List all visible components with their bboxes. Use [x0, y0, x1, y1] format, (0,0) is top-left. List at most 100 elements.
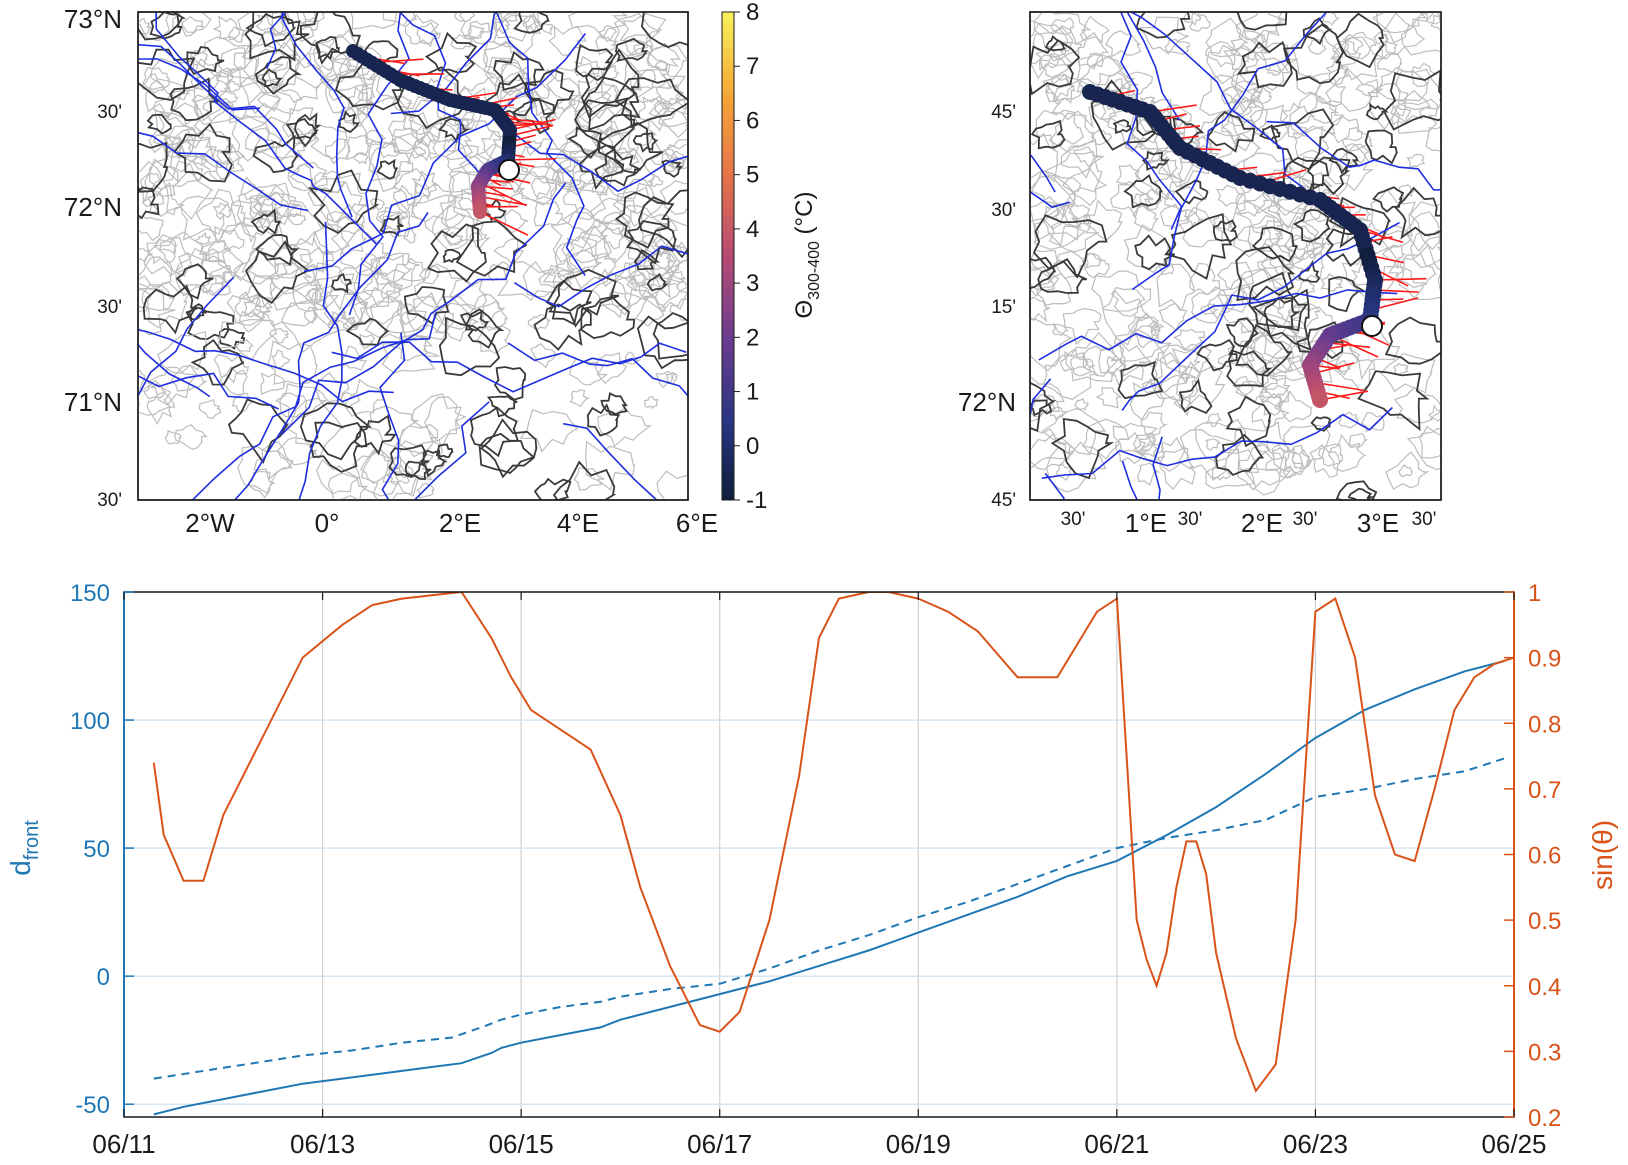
- contour-line: [1247, 214, 1284, 252]
- contour-line: [148, 143, 204, 190]
- contour-line: [315, 35, 340, 61]
- contour-line: [217, 318, 277, 361]
- contour-line: [455, 120, 502, 167]
- contour-line: [162, 135, 182, 155]
- contour-line: [659, 180, 688, 215]
- contour-line: [393, 184, 417, 212]
- contour-line: [281, 107, 316, 138]
- rlon-label-0-30: 30': [1061, 509, 1086, 530]
- contour-line: [1183, 12, 1202, 27]
- contour-line: [514, 165, 562, 206]
- contour-line: [1050, 417, 1115, 480]
- contour-line: [1217, 276, 1260, 313]
- chart-axes: 06/11 06/13 06/15 06/17 06/19 06/21 06/23 06/25…: [70, 580, 1561, 1159]
- contour-line: [491, 12, 539, 42]
- contour-line: [1236, 12, 1288, 31]
- lon-label-4e: 4°E: [557, 508, 599, 538]
- contour-line: [249, 202, 281, 228]
- contour-line: [1265, 447, 1303, 479]
- float-track: [155, 12, 378, 245]
- velocity-vector: [478, 195, 528, 206]
- contour-line: [195, 231, 212, 245]
- contour-line: [138, 186, 160, 220]
- contour-line: [519, 409, 579, 453]
- colorbar-tick-label: 7: [746, 53, 759, 80]
- contour-line: [1033, 12, 1092, 49]
- colorbar-tick-label: 3: [746, 270, 759, 297]
- contour-line: [612, 178, 666, 227]
- lon-label-2e: 2°E: [439, 508, 481, 538]
- contour-line: [552, 460, 617, 500]
- contour-line: [594, 148, 642, 187]
- contour-line: [238, 308, 268, 333]
- contour-line: [1140, 411, 1168, 436]
- contour-line: [1211, 213, 1232, 232]
- contour-line: [1228, 99, 1258, 121]
- contour-line: [1112, 119, 1132, 134]
- contour-line: [252, 41, 301, 90]
- contour-line: [462, 20, 495, 45]
- contour-line: [600, 54, 645, 103]
- left-tick-label: -50: [75, 1092, 110, 1119]
- contour-line: [152, 89, 200, 127]
- contour-line: [1280, 102, 1316, 126]
- contour-line: [632, 68, 687, 110]
- contour-line: [1333, 351, 1376, 393]
- time-series-chart: 06/11 06/13 06/15 06/17 06/19 06/21 06/23 06/25…: [5, 580, 1618, 1159]
- contour-line: [601, 211, 632, 236]
- contour-line: [1191, 286, 1229, 324]
- contour-line: [273, 54, 327, 104]
- contour-line: [380, 281, 403, 302]
- contour-line: [1334, 36, 1386, 81]
- contour-line: [575, 43, 614, 82]
- contour-line: [241, 275, 277, 308]
- contour-line: [399, 423, 439, 458]
- contour-line: [511, 98, 555, 135]
- contour-line: [1102, 289, 1150, 346]
- float-track: [138, 276, 235, 398]
- contour-line: [1327, 143, 1375, 192]
- map-left-trajectory: [346, 44, 556, 236]
- float-track: [1041, 406, 1393, 479]
- float-track: [303, 33, 587, 273]
- contour-line: [186, 46, 225, 75]
- contour-line: [1393, 362, 1409, 376]
- contour-line: [240, 74, 282, 115]
- contour-line: [1282, 215, 1325, 260]
- rlat-label-72n: 72°N: [958, 387, 1016, 417]
- contour-line: [630, 273, 650, 286]
- float-track: [1121, 221, 1400, 411]
- contour-line: [352, 286, 404, 326]
- contour-line: [1378, 40, 1398, 60]
- left-tick-label: 150: [70, 580, 110, 607]
- lon-label-6e: 6°E: [676, 508, 718, 538]
- contour-line: [1095, 387, 1123, 409]
- contour-line: [1032, 25, 1083, 62]
- contour-line: [459, 12, 504, 40]
- contour-line: [324, 287, 366, 329]
- float-track: [1038, 289, 1398, 361]
- contour-line: [1398, 184, 1417, 202]
- contour-line: [1045, 441, 1107, 493]
- contour-line: [1262, 373, 1291, 399]
- contour-line: [1035, 109, 1084, 152]
- contour-line: [1175, 206, 1225, 248]
- float-track: [495, 12, 586, 277]
- contour-line: [392, 96, 414, 112]
- contour-line: [580, 48, 640, 119]
- colorbar-tick-label: 4: [746, 216, 759, 243]
- float-track: [280, 12, 353, 218]
- float-track: [348, 12, 410, 316]
- contour-line: [1309, 444, 1343, 478]
- contour-line: [1062, 307, 1102, 345]
- lon-label-0: 0°: [315, 508, 340, 538]
- right-axis-label-text: sin(θ): [1587, 820, 1618, 890]
- contour-line: [467, 24, 485, 40]
- contour-line: [1030, 296, 1051, 323]
- contour-line: [1205, 449, 1260, 490]
- contour-line: [1105, 30, 1142, 58]
- contour-line: [1292, 126, 1330, 158]
- contour-line: [1164, 38, 1190, 55]
- contour-line: [1030, 266, 1060, 298]
- contour-line: [243, 294, 273, 320]
